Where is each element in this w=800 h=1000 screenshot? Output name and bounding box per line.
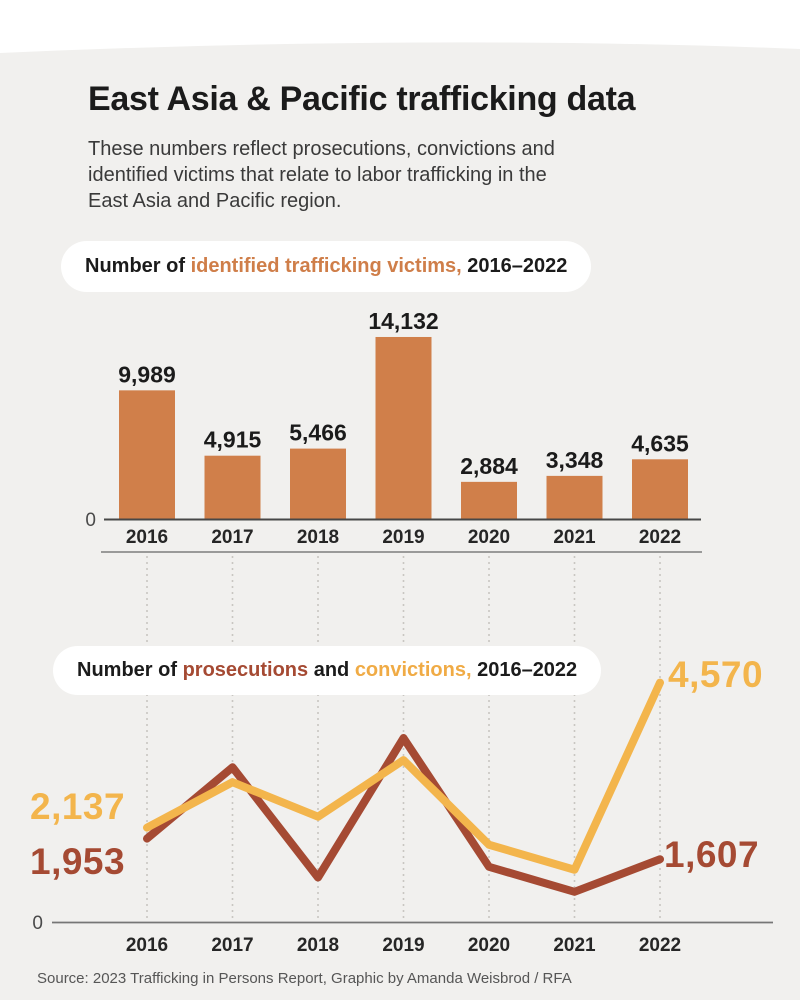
bar-2021 bbox=[546, 475, 603, 519]
line-x-tick-2017: 2017 bbox=[211, 935, 253, 956]
line-series-prosecutions bbox=[143, 734, 664, 896]
bar-value-label-2022: 4,635 bbox=[631, 430, 689, 456]
bar-value-label-2019: 14,132 bbox=[368, 308, 438, 334]
bar-value-label-2021: 3,348 bbox=[546, 447, 604, 473]
convictions-start-value: 2,137 bbox=[30, 786, 126, 827]
line-x-tick-2021: 2021 bbox=[553, 935, 596, 956]
victims-title-suffix: 2016–2022 bbox=[461, 255, 568, 277]
victims-title-prefix: Number of bbox=[85, 255, 191, 277]
line-x-tick-2016: 2016 bbox=[126, 935, 168, 956]
lines-title-convictions: convictions, bbox=[354, 659, 472, 681]
line-x-tick-2019: 2019 bbox=[382, 935, 424, 956]
bar-chart-zero-label: 0 bbox=[85, 510, 96, 531]
line-x-tick-2020: 2020 bbox=[468, 935, 510, 956]
bar-value-label-2020: 2,884 bbox=[460, 453, 518, 479]
bar-2018 bbox=[290, 448, 346, 519]
bar-x-tick-2019: 2019 bbox=[382, 527, 424, 548]
bar-value-label-2016: 9,989 bbox=[118, 361, 176, 387]
prosecutions-end-value: 1,607 bbox=[664, 834, 760, 875]
bar-x-tick-2022: 2022 bbox=[639, 527, 681, 548]
line-series-convictions bbox=[143, 678, 664, 874]
bar-2020 bbox=[461, 481, 517, 519]
lines-chart-title-pill: Number of prosecutions and convictions, … bbox=[53, 646, 602, 695]
convictions-end-value: 4,570 bbox=[668, 654, 764, 695]
bar-x-tick-2018: 2018 bbox=[297, 527, 339, 548]
background-panel bbox=[0, 58, 800, 1000]
bar-value-label-2017: 4,915 bbox=[204, 427, 262, 453]
page-title: East Asia & Pacific trafficking data bbox=[88, 80, 636, 118]
bar-x-tick-2021: 2021 bbox=[553, 527, 596, 548]
top-curve-decoration bbox=[0, 42, 800, 62]
bar-value-label-2018: 5,466 bbox=[289, 420, 347, 446]
prosecutions-start-value: 1,953 bbox=[30, 841, 126, 882]
bar-2022 bbox=[632, 459, 688, 519]
bar-x-tick-2016: 2016 bbox=[126, 527, 168, 548]
lines-title-prefix: Number of bbox=[77, 659, 183, 681]
bar-x-tick-2017: 2017 bbox=[211, 527, 253, 548]
page-subtitle: These numbers reflect prosecutions, conv… bbox=[88, 138, 555, 212]
victims-chart-title-pill: Number of identified trafficking victims… bbox=[61, 241, 592, 292]
line-chart-zero-label: 0 bbox=[32, 913, 43, 934]
source-credit: Source: 2023 Trafficking in Persons Repo… bbox=[37, 970, 572, 987]
line-x-tick-2018: 2018 bbox=[297, 935, 339, 956]
bar-2017 bbox=[204, 455, 261, 519]
line-x-tick-2022: 2022 bbox=[639, 935, 681, 956]
bar-2016 bbox=[119, 390, 175, 519]
lines-title-suffix: 2016–2022 bbox=[471, 659, 578, 681]
bar-2019 bbox=[375, 336, 432, 519]
lines-title-prosecutions: prosecutions bbox=[182, 659, 309, 681]
victims-title-highlight: identified trafficking victims, bbox=[190, 255, 462, 277]
bar-x-tick-2020: 2020 bbox=[468, 527, 510, 548]
lines-title-mid: and bbox=[308, 659, 355, 681]
